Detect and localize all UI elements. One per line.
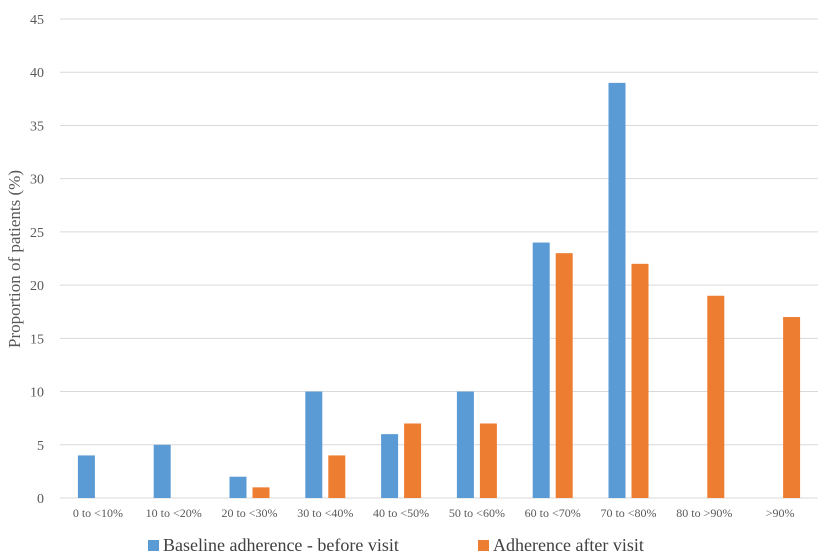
bar-before-5 [456, 391, 474, 498]
y-tick-label: 25 [30, 226, 44, 241]
bar-before-4 [381, 434, 399, 498]
bar-after-3 [328, 455, 346, 498]
bar-before-1 [153, 444, 171, 498]
gridlines [60, 18, 818, 499]
bar-after-9 [783, 317, 801, 498]
x-category-label: 20 to <30% [221, 506, 277, 520]
bar-after-4 [404, 423, 422, 498]
y-tick-label: 0 [37, 492, 44, 507]
y-tick-label: 15 [30, 332, 44, 347]
x-category-label: >90% [766, 506, 795, 520]
bar-after-7 [631, 263, 649, 498]
x-category-label: 60 to <70% [525, 506, 581, 520]
y-tick-label: 35 [30, 119, 44, 134]
y-tick-label: 10 [30, 386, 44, 401]
y-axis-label: Proportion of patients (%) [5, 170, 24, 348]
bar-after-2 [252, 487, 270, 498]
bar-before-2 [229, 476, 247, 498]
x-category-label: 0 to <10% [73, 506, 123, 520]
bar-before-6 [532, 242, 550, 498]
y-tick-label: 30 [30, 173, 44, 188]
y-tick-label: 5 [37, 439, 44, 454]
x-category-label: 40 to <50% [373, 506, 429, 520]
bars [77, 82, 801, 498]
bar-after-8 [707, 295, 725, 498]
legend-label-before: Baseline adherence - before visit [163, 535, 399, 555]
x-category-label: 30 to <40% [297, 506, 353, 520]
legend-label-after: Adherence after visit [493, 535, 644, 555]
x-category-label: 10 to <20% [146, 506, 202, 520]
y-tick-label: 20 [30, 279, 44, 294]
bar-after-5 [479, 423, 497, 498]
x-category-labels: 0 to <10% 10 to <20% 20 to <30% 30 to <40% 4… [73, 506, 795, 520]
x-category-label: 50 to <60% [449, 506, 505, 520]
y-tick-label: 45 [30, 13, 44, 28]
legend-swatch-after [478, 540, 489, 551]
x-category-label: 80 to >90% [676, 506, 732, 520]
bar-before-0 [77, 455, 95, 498]
bar-before-3 [305, 391, 323, 498]
x-category-label: 70 to <80% [600, 506, 656, 520]
bar-after-6 [555, 253, 573, 498]
y-tick-label: 40 [30, 66, 44, 81]
legend-swatch-before [148, 540, 159, 551]
legend: Baseline adherence - before visit Adheren… [148, 535, 644, 555]
y-tick-labels: 0 5 10 15 20 25 30 35 40 45 [30, 13, 44, 507]
bar-before-7 [608, 82, 626, 498]
